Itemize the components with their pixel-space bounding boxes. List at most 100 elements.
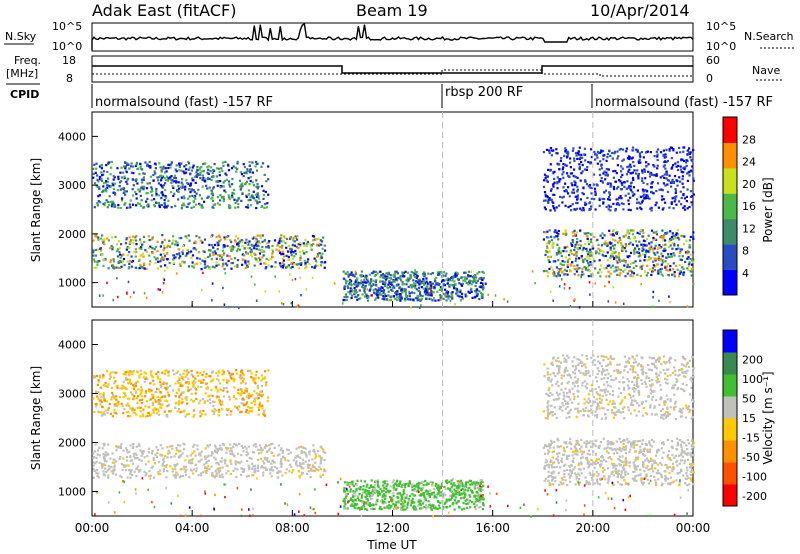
data-cell xyxy=(185,164,188,167)
data-cell xyxy=(290,262,293,265)
data-cell xyxy=(179,255,182,258)
data-cell xyxy=(259,262,262,265)
data-cell xyxy=(642,193,645,196)
data-cell xyxy=(222,389,225,392)
data-cell xyxy=(181,398,184,401)
data-cell xyxy=(686,149,689,152)
data-cell xyxy=(279,448,282,452)
data-cell xyxy=(670,201,673,204)
data-cell xyxy=(125,248,128,251)
data-cell xyxy=(249,369,252,372)
data-cell xyxy=(476,279,479,282)
data-cell xyxy=(119,456,122,459)
data-cell xyxy=(128,450,131,453)
data-cell xyxy=(394,297,397,300)
data-cell xyxy=(253,390,256,393)
data-cell xyxy=(400,288,403,291)
data-cell xyxy=(322,450,325,453)
data-cell xyxy=(608,198,611,201)
data-cell xyxy=(652,269,655,272)
data-cell xyxy=(474,505,477,508)
data-cell xyxy=(628,243,631,246)
data-cell xyxy=(233,246,236,249)
data-cell xyxy=(475,292,478,295)
data-cell xyxy=(609,185,612,188)
data-cell xyxy=(447,277,450,280)
data-cell xyxy=(203,455,207,458)
data-cell xyxy=(660,188,663,191)
data-cell xyxy=(320,256,323,259)
data-cell xyxy=(270,466,273,469)
data-cell xyxy=(177,400,181,403)
data-cell xyxy=(447,295,450,298)
data-cell xyxy=(270,462,273,465)
data-cell xyxy=(645,165,648,168)
data-cell xyxy=(217,254,220,257)
noise-cell xyxy=(281,302,283,305)
data-cell xyxy=(631,243,634,246)
data-cell xyxy=(159,245,162,248)
data-cell xyxy=(305,264,308,267)
data-cell xyxy=(196,174,199,177)
data-cell xyxy=(580,209,583,212)
data-cell xyxy=(266,399,269,402)
data-cell xyxy=(214,458,217,461)
data-cell xyxy=(652,236,655,239)
data-cell xyxy=(114,205,117,208)
data-cell xyxy=(681,235,684,238)
data-cell xyxy=(107,408,110,411)
data-cell xyxy=(565,250,568,253)
data-cell xyxy=(156,201,159,205)
data-cell xyxy=(557,269,561,272)
data-cell xyxy=(249,196,252,199)
data-cell xyxy=(583,265,586,269)
data-cell xyxy=(175,401,178,404)
data-cell xyxy=(594,208,597,211)
data-cell xyxy=(128,203,131,206)
data-cell xyxy=(396,292,399,295)
data-cell xyxy=(421,294,424,298)
data-cell xyxy=(131,194,135,197)
data-cell xyxy=(161,242,164,245)
data-cell xyxy=(203,401,206,405)
data-cell xyxy=(391,481,394,484)
data-cell xyxy=(614,231,618,234)
data-cell xyxy=(692,231,695,234)
data-cell xyxy=(230,450,233,453)
data-cell xyxy=(569,157,572,160)
data-cell xyxy=(679,248,682,251)
data-cell xyxy=(248,164,251,167)
data-cell xyxy=(175,170,178,173)
data-cell xyxy=(666,231,669,234)
data-cell xyxy=(629,237,632,240)
data-cell xyxy=(144,463,147,466)
data-cell xyxy=(192,189,195,192)
data-cell xyxy=(142,176,145,179)
data-cell xyxy=(149,398,152,401)
data-cell xyxy=(157,175,161,179)
data-cell xyxy=(661,255,664,258)
data-cell xyxy=(690,201,693,204)
data-cell xyxy=(132,411,135,414)
data-cell xyxy=(314,457,317,460)
data-cell xyxy=(471,296,474,299)
data-cell xyxy=(345,494,348,497)
data-cell xyxy=(212,168,215,172)
data-cell xyxy=(457,290,460,294)
data-cell xyxy=(685,159,688,162)
data-cell xyxy=(679,258,682,261)
data-cell xyxy=(376,295,379,298)
data-cell xyxy=(197,251,200,254)
data-cell xyxy=(418,298,421,301)
data-cell xyxy=(388,281,391,284)
data-cell xyxy=(192,445,195,448)
data-cell xyxy=(136,202,140,205)
data-cell xyxy=(276,471,279,474)
data-cell xyxy=(353,292,356,296)
data-cell xyxy=(299,254,302,257)
data-cell xyxy=(253,197,256,200)
data-cell xyxy=(300,261,303,264)
data-cell xyxy=(253,398,256,401)
data-cell xyxy=(685,239,688,242)
noise-cell xyxy=(98,294,101,297)
